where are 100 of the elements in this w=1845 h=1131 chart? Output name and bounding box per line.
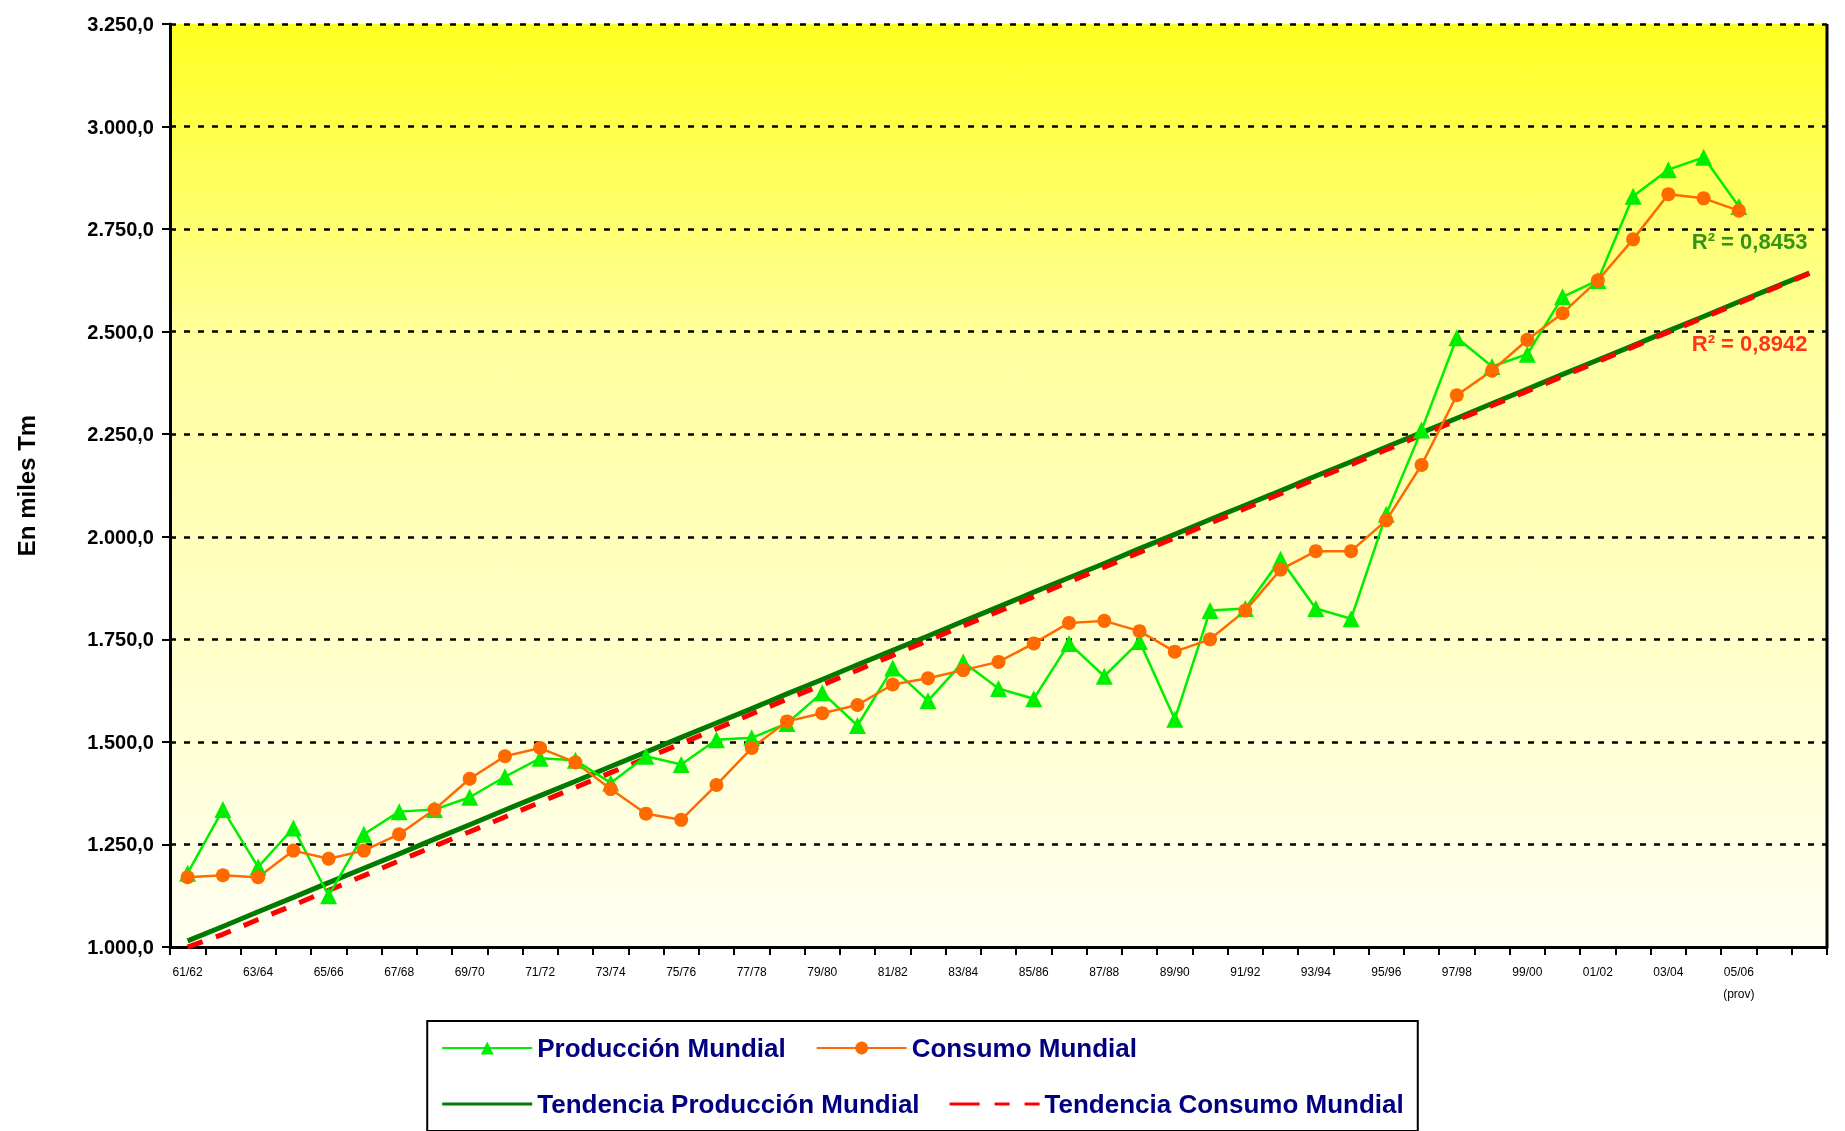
point [991, 654, 1006, 669]
x-tick-label: 93/94 [1300, 965, 1332, 979]
y-axis-title: En miles Tm [12, 414, 40, 557]
point [1060, 634, 1078, 652]
x-tick-label: 89/90 [1159, 965, 1191, 979]
x-tick-label: 61/62 [172, 965, 203, 979]
point [884, 659, 902, 677]
point [1273, 562, 1288, 577]
point [815, 706, 830, 721]
point [1449, 388, 1464, 403]
y-tick-label: 2.500,0 [87, 320, 154, 343]
point [674, 812, 689, 827]
legend-label: Consumo Mundial [911, 1033, 1138, 1063]
point [180, 870, 195, 885]
point [1307, 600, 1325, 618]
annotation: R² = 0,8453 [1691, 228, 1808, 254]
y-tick-label: 3.000,0 [87, 115, 154, 138]
x-tick-label: 69/70 [454, 965, 486, 979]
point [1166, 710, 1184, 728]
y-tick-label: 1.750,0 [87, 628, 154, 651]
point [321, 851, 336, 866]
annotation: R² = 0,8942 [1691, 331, 1808, 357]
point [1414, 457, 1429, 472]
point [356, 843, 371, 858]
point [1167, 644, 1182, 659]
x-tick-label: 95/96 [1371, 965, 1402, 979]
point [1025, 690, 1043, 708]
legend-label: Tendencia Producción Mundial [537, 1089, 920, 1119]
x-tick-label: 01/02 [1582, 965, 1614, 979]
point [533, 741, 548, 756]
point [390, 803, 408, 821]
x-tick-label: 83/84 [948, 965, 979, 979]
point [1097, 613, 1112, 628]
point [813, 684, 831, 702]
x-tick-label: 81/82 [877, 965, 909, 979]
point [1344, 544, 1359, 559]
point [497, 749, 512, 764]
point [1026, 636, 1041, 651]
point [603, 782, 618, 797]
point [215, 868, 230, 883]
x-tick-label: 73/74 [595, 965, 627, 979]
point [1624, 187, 1642, 205]
point [638, 806, 653, 821]
x-tick-label: 65/66 [313, 965, 344, 979]
point [1555, 306, 1570, 321]
legend-label: Tendencia Consumo Mundial [1044, 1089, 1404, 1119]
y-tick-label: 2.250,0 [87, 423, 154, 446]
point [990, 680, 1007, 698]
legend-label: Producción Mundial [537, 1033, 786, 1063]
point [919, 692, 937, 710]
point [1695, 148, 1713, 166]
point [850, 697, 865, 712]
point [744, 741, 759, 756]
y-tick-label: 1.250,0 [87, 833, 154, 856]
point [956, 663, 971, 678]
point [1659, 161, 1677, 179]
point [355, 825, 373, 843]
x-tick-label: 71/72 [525, 965, 556, 979]
x-tick-label: 63/64 [243, 965, 274, 979]
point [1626, 232, 1641, 247]
point [1554, 288, 1572, 306]
point [1731, 203, 1746, 218]
y-tick-label: 2.750,0 [87, 218, 154, 241]
x-tick-label: 05/06 (prov) [1723, 965, 1755, 1001]
point [1201, 602, 1219, 620]
y-tick-label: 2.000,0 [87, 525, 154, 548]
x-tick-label: 67/68 [384, 965, 415, 979]
point [284, 819, 302, 837]
x-tick-label: 79/80 [807, 965, 838, 979]
point [461, 788, 479, 806]
x-tick-label: 99/00 [1512, 965, 1543, 979]
point [286, 843, 301, 858]
x-tick-label: 03/04 [1653, 965, 1684, 979]
x-tick-label: 75/76 [666, 965, 697, 979]
point [1661, 187, 1676, 202]
x-tick-label: 77/78 [736, 965, 768, 979]
point [392, 827, 407, 842]
point [1485, 363, 1500, 378]
point [709, 777, 724, 792]
point [921, 671, 935, 686]
x-tick-label: 87/88 [1089, 965, 1120, 979]
point [496, 768, 514, 786]
x-tick-label: 91/92 [1230, 965, 1261, 979]
y-tick-label: 1.500,0 [87, 730, 154, 753]
point [672, 755, 690, 773]
point [1518, 345, 1536, 363]
point [1413, 421, 1431, 439]
point [462, 771, 477, 786]
point [1062, 615, 1077, 630]
point [320, 887, 338, 905]
point [848, 716, 866, 734]
point [251, 870, 266, 885]
x-tick-label: 97/98 [1441, 965, 1473, 979]
point [568, 755, 583, 770]
point [1132, 624, 1147, 639]
point [1203, 632, 1218, 647]
point [1520, 332, 1535, 347]
x-tick-label: 85/86 [1018, 965, 1050, 979]
point [1308, 544, 1323, 559]
point [885, 677, 900, 692]
